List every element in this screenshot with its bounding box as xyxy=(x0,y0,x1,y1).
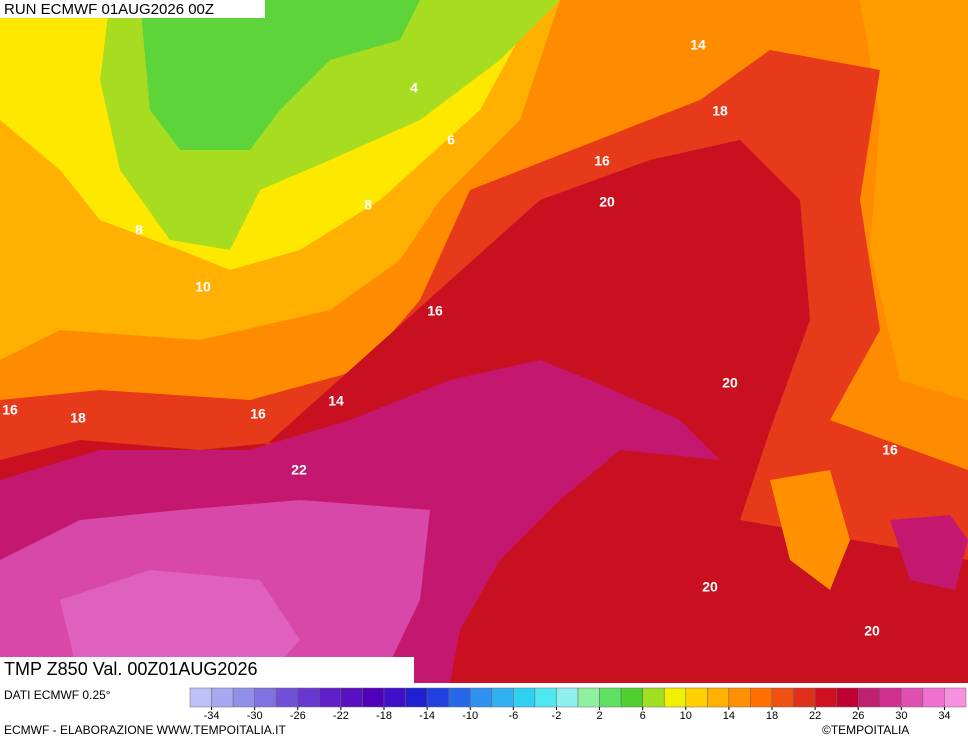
contour-label: 14 xyxy=(690,37,706,53)
colorbar-swatch xyxy=(275,687,299,708)
contour-label: 18 xyxy=(70,410,86,426)
colorbar-swatch xyxy=(448,687,471,708)
colorbar-swatch xyxy=(814,687,837,708)
colorbar-swatch xyxy=(211,687,234,708)
colorbar-swatch xyxy=(340,687,363,708)
colorbar-swatch xyxy=(599,687,622,708)
colorbar-swatch xyxy=(728,687,751,708)
colorbar-swatch xyxy=(620,687,643,708)
field-band xyxy=(860,0,968,400)
contour-label: 16 xyxy=(594,153,610,169)
contour-label: 6 xyxy=(447,132,455,148)
contour-label: 8 xyxy=(364,197,372,213)
colorbar-swatch xyxy=(771,687,794,708)
colorbar-swatch xyxy=(642,687,665,708)
colorbar-swatch xyxy=(319,687,342,708)
contour-labels: 14 18 4 6 16 8 20 8 10 16 16 18 16 14 20 16 22 20 20 xyxy=(2,37,898,639)
colorbar-tick-label: 14 xyxy=(723,710,735,722)
field-label: TMP Z850 Val. 00Z01AUG2026 xyxy=(4,659,257,679)
credit: ECMWF - ELABORAZIONE WWW.TEMPOITALIA.IT xyxy=(4,723,286,737)
colorbar-tick-label: 10 xyxy=(680,710,692,722)
colorbar-swatch xyxy=(254,687,277,708)
contour-label: 16 xyxy=(882,442,898,458)
contour-label: 20 xyxy=(722,375,738,391)
colorbar-swatch xyxy=(534,687,557,708)
colorbar-tick-label: -14 xyxy=(419,710,435,722)
temperature-field xyxy=(0,0,968,683)
colorbar-swatch xyxy=(793,687,816,708)
colorbar-swatch xyxy=(944,687,967,708)
colorbar-tick-label: -22 xyxy=(333,710,349,722)
source: DATI ECMWF 0.25° xyxy=(4,688,111,702)
colorbar-swatch xyxy=(232,687,255,708)
colorbar-swatch xyxy=(836,687,859,708)
colorbar-tick-label: 18 xyxy=(766,710,778,722)
contour-label: 20 xyxy=(864,623,880,639)
colorbar-swatch xyxy=(469,687,493,708)
colorbar: -34 -30 -26 -22 -18 -14 -10 -6 -2 2 6 10 14 18 22 26 30 3… xyxy=(189,687,967,722)
contour-label: 20 xyxy=(702,579,718,595)
colorbar-tick-label: -30 xyxy=(247,710,263,722)
colorbar-tick-label: -10 xyxy=(462,710,478,722)
field-band xyxy=(890,515,968,590)
contour-label: 4 xyxy=(410,80,418,96)
run-title: RUN ECMWF 01AUG2026 00Z xyxy=(4,1,214,18)
colorbar-tick-label: -2 xyxy=(552,710,562,722)
colorbar-tick-label: -26 xyxy=(290,710,306,722)
colorbar-swatch xyxy=(663,687,687,708)
colorbar-swatch xyxy=(405,687,428,708)
colorbar-swatch xyxy=(750,687,773,708)
colorbar-tick-label: 2 xyxy=(596,710,602,722)
copyright: ©TEMPOITALIA xyxy=(822,723,909,737)
contour-label: 16 xyxy=(2,402,18,418)
colorbar-tick-label: -34 xyxy=(204,710,220,722)
colorbar-swatch xyxy=(491,687,514,708)
colorbar-tick-label: 30 xyxy=(895,710,907,722)
field-band xyxy=(770,470,850,590)
colorbar-tick-label: -6 xyxy=(508,710,518,722)
colorbar-swatch xyxy=(685,687,708,708)
colorbar-swatch xyxy=(297,687,320,708)
colorbar-swatch xyxy=(577,687,600,708)
colorbar-swatch xyxy=(513,687,536,708)
contour-label: 14 xyxy=(328,393,344,409)
colorbar-swatch xyxy=(922,687,945,708)
contour-label: 20 xyxy=(599,194,615,210)
colorbar-tick-label: 26 xyxy=(852,710,864,722)
colorbar-swatch xyxy=(556,687,579,708)
colorbar-swatch xyxy=(707,687,730,708)
colorbar-swatch xyxy=(362,687,385,708)
colorbar-tick-label: -18 xyxy=(376,710,392,722)
colorbar-swatch xyxy=(189,687,212,708)
colorbar-tick-label: 34 xyxy=(938,710,950,722)
colorbar-swatch xyxy=(383,687,406,708)
contour-label: 22 xyxy=(291,462,307,478)
header-box xyxy=(0,0,265,18)
contour-label: 16 xyxy=(250,406,266,422)
field-band xyxy=(140,0,420,150)
contour-label: 16 xyxy=(427,303,443,319)
colorbar-swatch xyxy=(857,687,881,708)
contour-label: 10 xyxy=(195,279,211,295)
colorbar-swatch xyxy=(426,687,449,708)
contour-label: 8 xyxy=(135,222,143,238)
field-label-box xyxy=(0,657,414,683)
colorbar-tick-label: 22 xyxy=(809,710,821,722)
field-band xyxy=(60,570,300,683)
colorbar-swatch xyxy=(879,687,902,708)
contour-label: 18 xyxy=(712,103,728,119)
colorbar-swatch xyxy=(901,687,924,708)
colorbar-tick-label: 6 xyxy=(640,710,646,722)
